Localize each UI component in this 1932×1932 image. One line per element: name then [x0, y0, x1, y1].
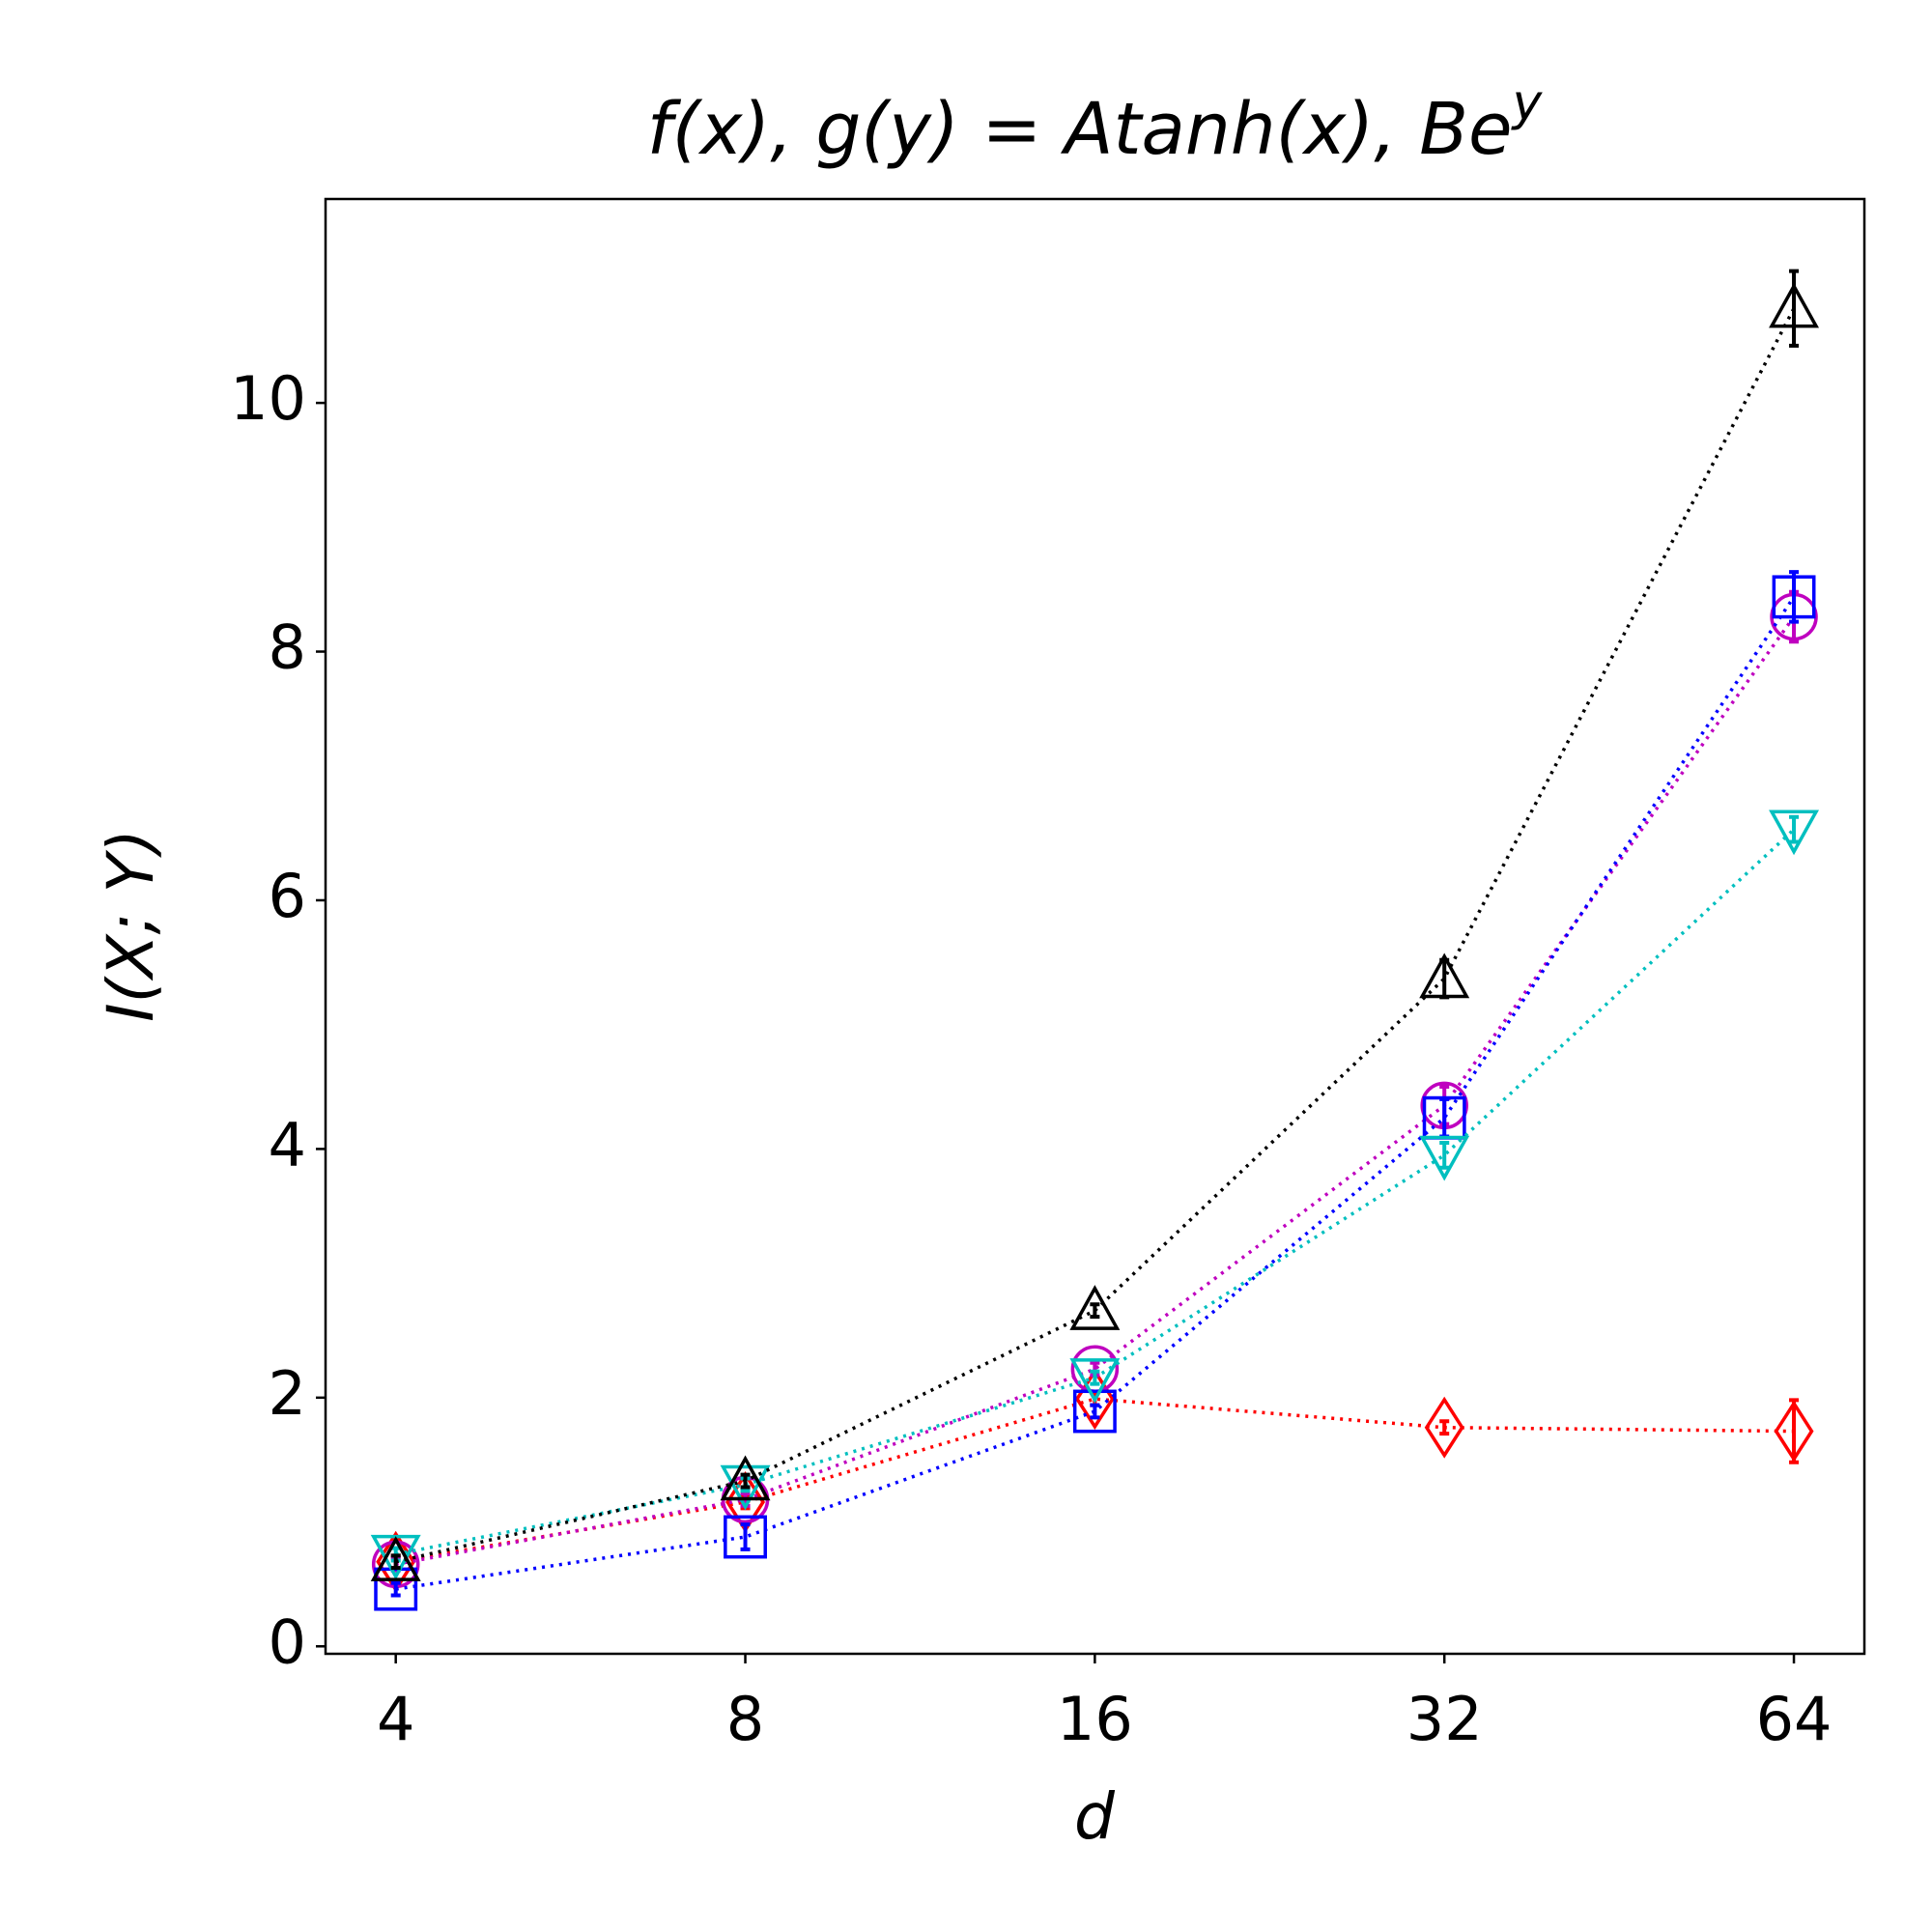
y-tick-label: 6 [269, 861, 306, 931]
error-bar [1090, 1302, 1100, 1320]
title-superscript: y [1511, 74, 1544, 132]
error-bar [740, 1522, 751, 1551]
plot-frame [324, 197, 1866, 1656]
marker [1419, 1135, 1470, 1181]
title-main: f(x), g(y) = Atanh(x), Be [647, 88, 1513, 171]
error-bar [1439, 1096, 1450, 1139]
marker [1769, 810, 1820, 856]
y-tick-label: 0 [269, 1606, 306, 1677]
x-tick-label: 8 [726, 1684, 764, 1754]
marker [370, 1536, 421, 1581]
y-tick-label: 4 [269, 1109, 306, 1179]
marker [1774, 1400, 1814, 1463]
series-line [395, 828, 1796, 1556]
error-bar [1090, 1369, 1100, 1386]
series-line [395, 1397, 1795, 1564]
marker [1069, 1285, 1121, 1330]
marker [724, 1515, 767, 1559]
error-bar [1439, 1419, 1450, 1436]
marker [1069, 1358, 1121, 1404]
error-bar [1789, 269, 1800, 348]
y-axis-label: I(X; Y) [94, 829, 168, 1022]
x-tick-label: 64 [1756, 1684, 1833, 1754]
y-tick-label: 8 [269, 612, 306, 683]
chart-title: f(x), g(y) = Atanh(x), Bey [647, 74, 1544, 171]
error-bar [1789, 1398, 1800, 1464]
error-bar [1439, 1140, 1450, 1170]
x-tick-label: 4 [377, 1684, 414, 1754]
error-bar [390, 1580, 401, 1598]
marker [1424, 1396, 1464, 1459]
marker [1072, 1389, 1117, 1434]
marker [1769, 282, 1820, 328]
error-bar [1789, 814, 1800, 844]
series-line [395, 595, 1796, 1591]
x-axis-label: d [1074, 1779, 1116, 1854]
error-bar [1789, 570, 1800, 624]
x-tick-label: 32 [1406, 1684, 1483, 1754]
marker [720, 1455, 771, 1501]
error-bar [390, 1553, 401, 1571]
x-tick-label: 16 [1057, 1684, 1133, 1754]
marker [720, 1464, 771, 1511]
error-bar [740, 1472, 751, 1490]
error-bar [1090, 1403, 1100, 1420]
y-tick-label: 10 [230, 363, 306, 434]
y-tick-label: 2 [269, 1358, 306, 1429]
marker [1772, 575, 1816, 619]
marker [1419, 952, 1470, 999]
series-line [395, 615, 1796, 1567]
